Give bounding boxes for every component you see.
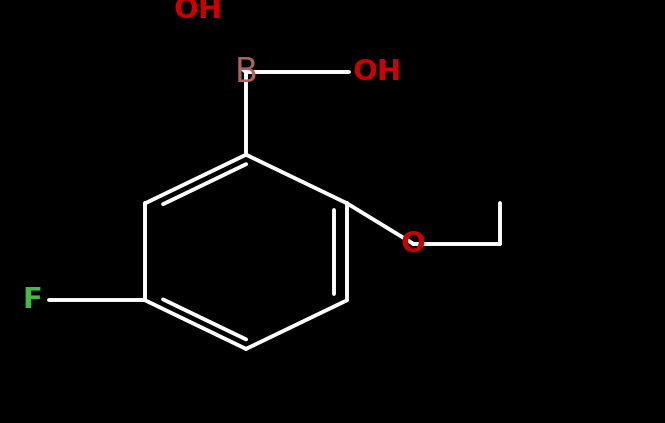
- Text: O: O: [401, 230, 426, 258]
- Text: OH: OH: [174, 0, 223, 25]
- Text: F: F: [23, 286, 42, 314]
- Text: B: B: [235, 56, 257, 89]
- Text: OH: OH: [352, 58, 402, 86]
